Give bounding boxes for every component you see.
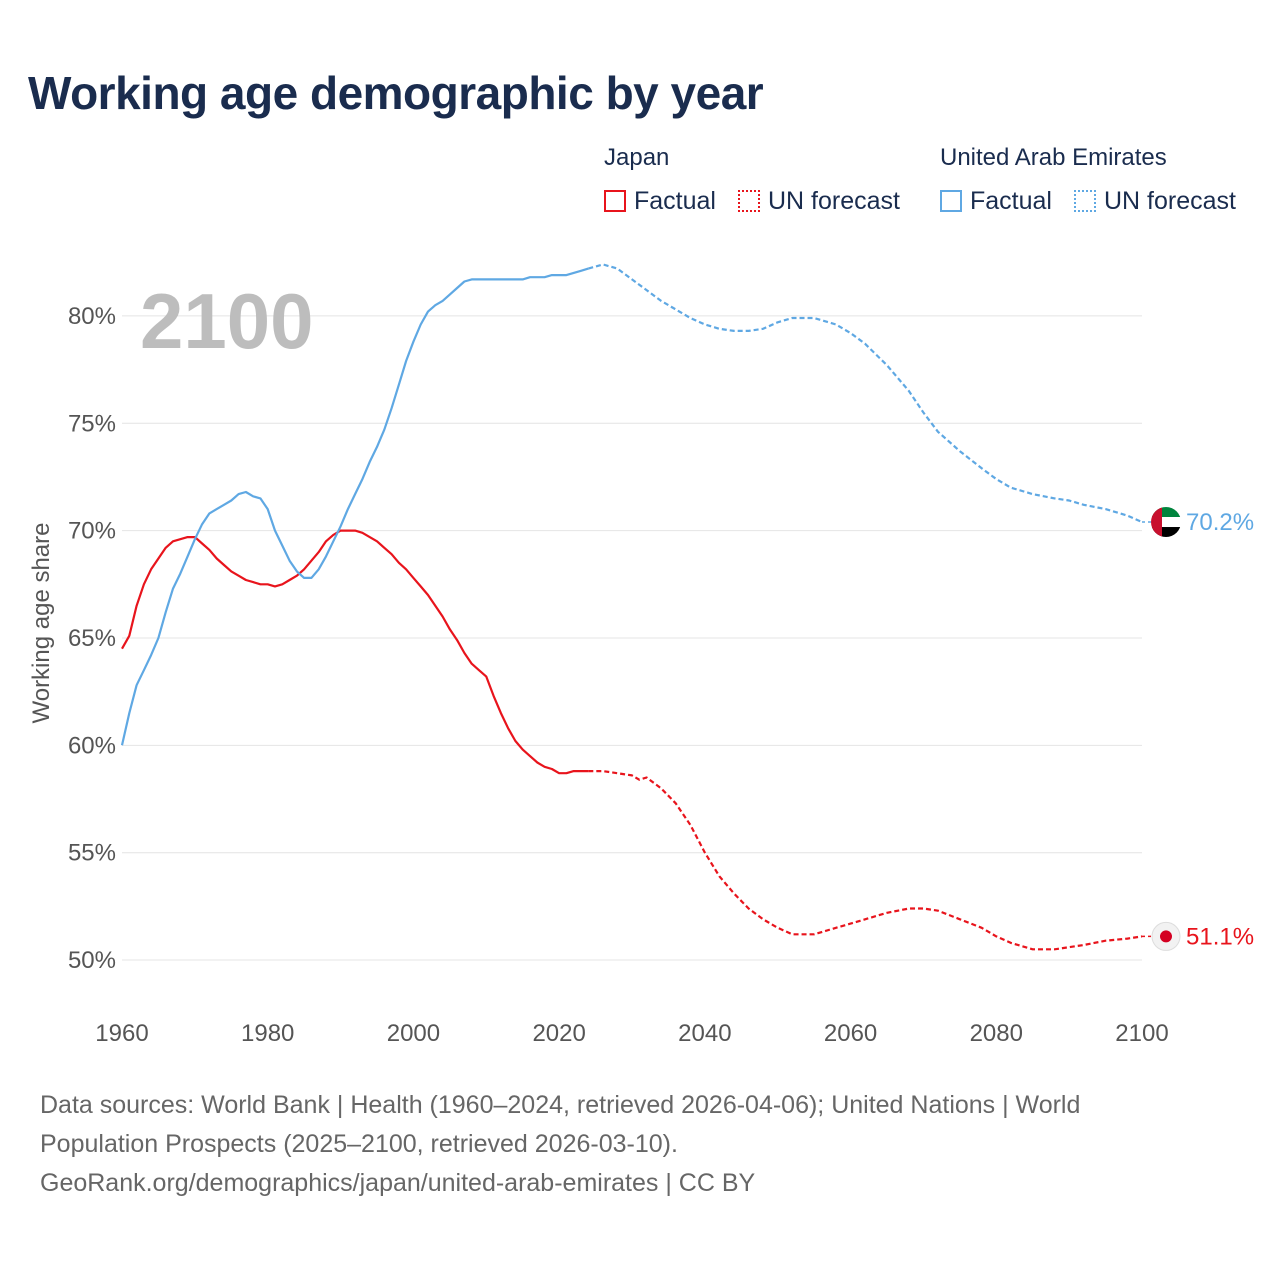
y-tick-label: 80% bbox=[68, 303, 116, 330]
x-tick-label: 2060 bbox=[824, 1020, 877, 1047]
legend-uae-factual[interactable]: Factual bbox=[940, 186, 1052, 216]
source-line-2: Population Prospects (2025–2100, retriev… bbox=[40, 1130, 678, 1158]
x-tick-label: 2100 bbox=[1115, 1020, 1168, 1047]
x-tick-label: 2020 bbox=[532, 1020, 585, 1047]
legend-label: Factual bbox=[970, 186, 1052, 215]
series-line-japan-forecast bbox=[588, 769, 1143, 951]
y-tick-label: 70% bbox=[68, 518, 116, 545]
legend-japan-forecast[interactable]: UN forecast bbox=[738, 186, 900, 216]
y-tick-label: 50% bbox=[68, 947, 116, 974]
legend-label: UN forecast bbox=[768, 186, 900, 215]
end-value-label-japan: 51.1% bbox=[1186, 923, 1254, 950]
series-line-uae-forecast bbox=[587, 263, 1143, 524]
legend-label: Factual bbox=[634, 186, 716, 215]
legend-swatch-uae-forecast bbox=[1074, 190, 1096, 212]
x-tick-label: 1980 bbox=[241, 1020, 294, 1047]
source-line-1: Data sources: World Bank | Health (1960–… bbox=[40, 1091, 1081, 1119]
y-axis-label: Working age share bbox=[28, 522, 55, 724]
legend-uae-forecast[interactable]: UN forecast bbox=[1074, 186, 1236, 216]
x-tick-label: 2080 bbox=[970, 1020, 1023, 1047]
end-value-label-uae: 70.2% bbox=[1186, 509, 1254, 536]
japan-flag-icon bbox=[1151, 921, 1181, 951]
legend-japan-title: Japan bbox=[604, 144, 670, 171]
legend-label: UN forecast bbox=[1104, 186, 1236, 215]
x-tick-label: 1960 bbox=[95, 1020, 148, 1047]
legend-japan-factual[interactable]: Factual bbox=[604, 186, 716, 216]
legend-swatch-japan-forecast bbox=[738, 190, 760, 212]
series-line-japan-factual bbox=[121, 529, 589, 775]
x-tick-label: 2000 bbox=[387, 1020, 440, 1047]
y-tick-label: 55% bbox=[68, 840, 116, 867]
uae-flag-icon bbox=[1151, 507, 1181, 538]
source-line-3[interactable]: GeoRank.org/demographics/japan/united-ar… bbox=[40, 1169, 756, 1197]
current-year-label: 2100 bbox=[140, 277, 314, 365]
source-note: Data sources: World Bank | Health (1960–… bbox=[40, 1086, 1200, 1203]
series-line-uae-factual bbox=[120, 267, 589, 746]
y-tick-label: 75% bbox=[68, 410, 116, 437]
y-tick-label: 65% bbox=[68, 625, 116, 652]
legend-uae-title: United Arab Emirates bbox=[940, 144, 1167, 171]
y-tick-label: 60% bbox=[68, 732, 116, 759]
chart-title: Working age demographic by year bbox=[28, 67, 764, 119]
legend-swatch-uae-factual bbox=[940, 190, 962, 212]
x-tick-label: 2040 bbox=[678, 1020, 731, 1047]
legend-swatch-japan-factual bbox=[604, 190, 626, 212]
